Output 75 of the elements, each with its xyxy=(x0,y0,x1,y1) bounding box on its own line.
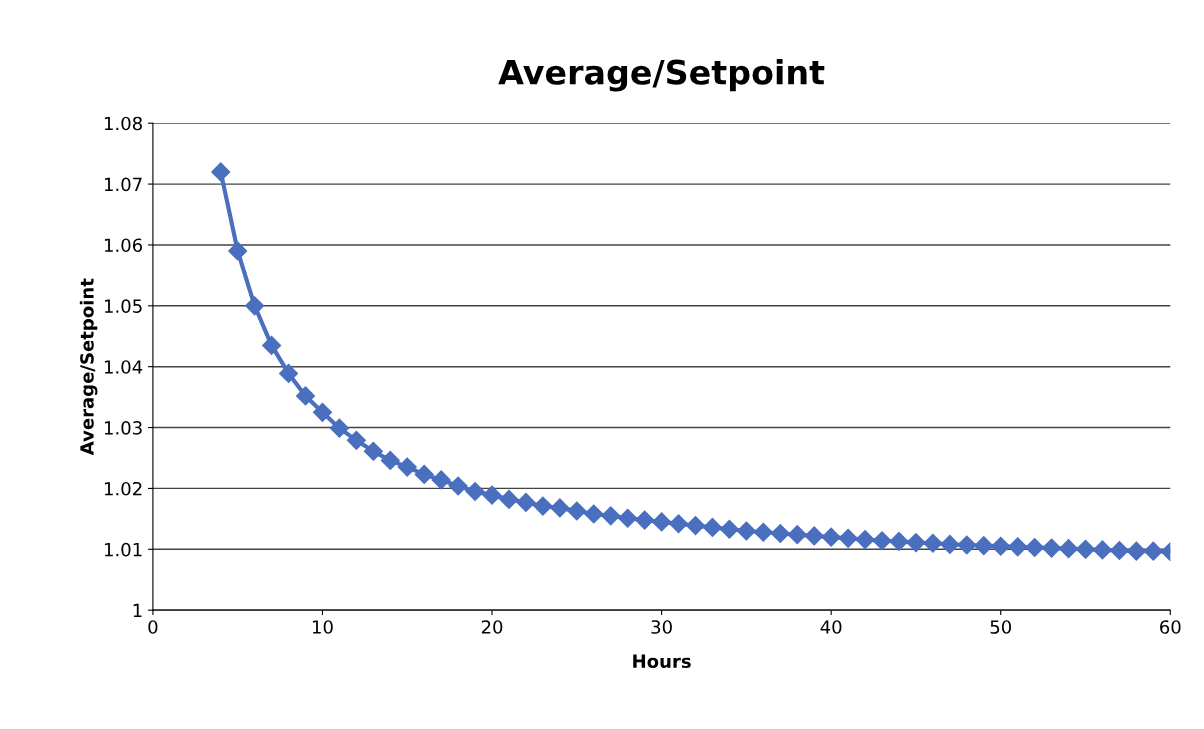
point xyxy=(1008,537,1028,557)
x-tick-label: 50 xyxy=(990,620,1012,634)
point xyxy=(889,531,909,551)
point xyxy=(550,498,570,518)
y-tick-label: 1.06 xyxy=(104,238,143,253)
point xyxy=(346,430,366,450)
point xyxy=(1075,539,1096,559)
point xyxy=(363,441,383,461)
point xyxy=(533,496,553,516)
y-tick-label: 1.04 xyxy=(104,360,143,374)
x-tick-label: 0 xyxy=(148,620,158,634)
point xyxy=(821,527,841,547)
point xyxy=(838,528,858,548)
y-tick-label: 1 xyxy=(133,603,142,618)
x-axis-title: Hours xyxy=(633,654,691,669)
point xyxy=(991,536,1011,556)
point xyxy=(245,296,265,316)
point xyxy=(669,514,689,534)
point xyxy=(448,476,468,496)
point xyxy=(499,489,519,509)
point xyxy=(431,470,451,490)
x-tick-label: 20 xyxy=(481,620,503,634)
y-tick-label: 1.01 xyxy=(104,542,142,557)
point xyxy=(957,535,977,555)
y-axis-title: Average/Setpoint xyxy=(79,278,98,456)
point xyxy=(516,492,536,512)
y-tick-label: 1.03 xyxy=(104,421,142,435)
point xyxy=(329,418,349,438)
point xyxy=(295,386,316,406)
point xyxy=(770,523,790,544)
point xyxy=(228,241,248,261)
x-tick-label: 30 xyxy=(651,620,672,634)
point xyxy=(618,508,638,528)
point xyxy=(787,525,807,545)
point xyxy=(855,530,875,550)
x-tick-label: 40 xyxy=(820,620,842,634)
point xyxy=(719,519,739,539)
point xyxy=(601,506,621,526)
point xyxy=(753,522,773,542)
x-tick-label: 60 xyxy=(1160,620,1181,634)
point xyxy=(685,516,706,536)
point xyxy=(312,402,333,422)
point xyxy=(804,526,824,546)
point xyxy=(1042,538,1062,558)
point xyxy=(872,531,892,551)
point xyxy=(211,162,231,182)
point xyxy=(1143,541,1163,561)
point xyxy=(414,464,434,484)
point xyxy=(1109,540,1129,561)
point xyxy=(1025,537,1045,558)
chart-title: Average/Setpoint xyxy=(498,58,825,92)
point xyxy=(1092,540,1112,560)
point xyxy=(906,533,926,553)
point xyxy=(279,363,299,383)
point xyxy=(1059,539,1079,559)
point xyxy=(262,335,282,355)
y-tick-label: 1.02 xyxy=(104,481,142,496)
point xyxy=(380,450,400,470)
point xyxy=(940,534,960,554)
y-tick-label: 1.05 xyxy=(104,299,142,313)
y-tick-label: 1.07 xyxy=(104,177,142,192)
point xyxy=(1126,541,1146,561)
point xyxy=(974,536,994,556)
y-tick-label: 1.08 xyxy=(104,116,142,131)
point xyxy=(482,485,502,505)
point xyxy=(702,517,723,537)
point xyxy=(567,501,587,521)
point xyxy=(736,521,756,541)
point xyxy=(652,512,672,532)
point xyxy=(465,481,485,502)
point xyxy=(635,510,655,530)
point xyxy=(584,504,604,524)
point xyxy=(923,533,943,553)
point xyxy=(397,457,417,477)
x-tick-label: 10 xyxy=(312,620,333,634)
